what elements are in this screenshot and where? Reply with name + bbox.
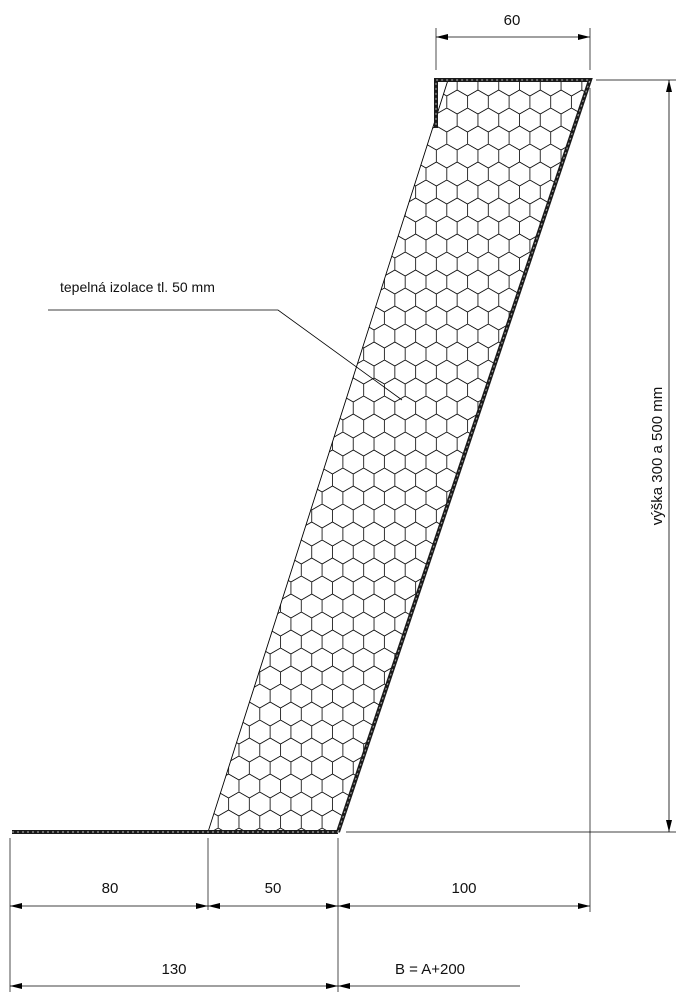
insulation-callout: tepelná izolace tl. 50 mm: [48, 279, 403, 401]
dimension-label-100: 100: [451, 880, 476, 897]
dimension-label-top: 60: [504, 12, 521, 29]
insulation-label: tepelná izolace tl. 50 mm: [60, 279, 215, 295]
dimension-label-130: 130: [161, 961, 186, 978]
dimension-top-width: 60: [436, 12, 590, 40]
height-label: výška 300 a 500 mm: [649, 387, 666, 525]
insulation-hatch: [207, 79, 591, 833]
dimension-height: výška 300 a 500 mm: [649, 80, 672, 832]
dimension-row-1: 80 50 100: [10, 880, 590, 909]
dimension-label-b: B = A+200: [395, 961, 465, 978]
sheet-metal-inclined-texture: [337, 79, 591, 833]
dimension-row-2: 130 B = A+200: [10, 961, 520, 989]
dimension-label-50: 50: [265, 880, 282, 897]
dimension-label-80: 80: [102, 880, 119, 897]
